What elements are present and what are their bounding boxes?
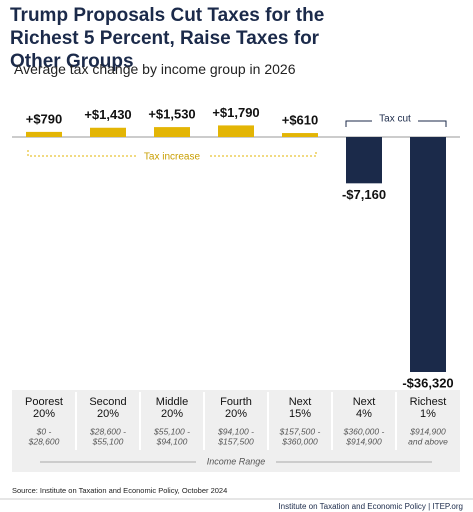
bar [410, 137, 446, 372]
x-tick-label: Next [289, 396, 312, 408]
chart-title: Trump Proposals Cut Taxes for the Riches… [10, 5, 325, 72]
data-label: +$1,530 [148, 107, 195, 122]
source: Source: Institute on Taxation and Econom… [12, 486, 227, 495]
bar [346, 137, 382, 184]
x-tick-label: Middle [156, 396, 188, 408]
x-tick-label: 1% [420, 408, 436, 420]
annotation: Income Range [207, 456, 266, 466]
income-range: $914,900 [409, 426, 446, 436]
income-range: and above [408, 436, 448, 446]
x-tick-label: Next [353, 396, 376, 408]
data-label: +$1,790 [212, 105, 259, 120]
x-tick-label: Poorest [25, 396, 63, 408]
income-range: $157,500 - [279, 426, 321, 436]
x-tick-label: Fourth [220, 396, 252, 408]
label-bg [136, 149, 208, 163]
x-tick-label: 4% [356, 408, 372, 420]
x-tick-label: 20% [97, 408, 119, 420]
income-range: $360,000 - [343, 426, 385, 436]
x-tick-label: 15% [289, 408, 311, 420]
income-range: $914,900 [345, 436, 382, 446]
footer: Institute on Taxation and Economic Polic… [278, 502, 463, 511]
income-range: $360,000 [281, 436, 318, 446]
data-label: -$7,160 [342, 187, 386, 202]
bar [26, 131, 62, 137]
data-label: -$36,320 [402, 375, 453, 390]
annotation: Tax cut [379, 114, 411, 125]
income-range: $28,600 [28, 436, 60, 446]
income-range: $94,100 - [217, 426, 254, 436]
bar [218, 125, 254, 137]
x-tick-label: Second [89, 396, 126, 408]
data-label: +$790 [26, 111, 63, 126]
bar [90, 127, 126, 137]
x-tick-label: 20% [33, 408, 55, 420]
x-tick-label: 20% [225, 408, 247, 420]
data-label: +$610 [282, 112, 319, 127]
bar [282, 133, 318, 137]
income-range: $28,600 - [89, 426, 126, 436]
x-tick-label: 20% [161, 408, 183, 420]
income-range: $55,100 - [153, 426, 190, 436]
bar [154, 127, 190, 137]
chart-subtitle: Average tax change by income group in 20… [14, 61, 296, 77]
x-tick-label: Richest [410, 396, 447, 408]
label-bg [372, 113, 418, 127]
data-label: +$1,430 [84, 107, 131, 122]
annotation: Tax increase [144, 152, 201, 163]
income-range: $157,500 [217, 436, 254, 446]
income-range: $94,100 [156, 436, 188, 446]
income-range: $0 - [36, 426, 52, 436]
label-bg [196, 455, 276, 469]
income-range: $55,100 [92, 436, 124, 446]
